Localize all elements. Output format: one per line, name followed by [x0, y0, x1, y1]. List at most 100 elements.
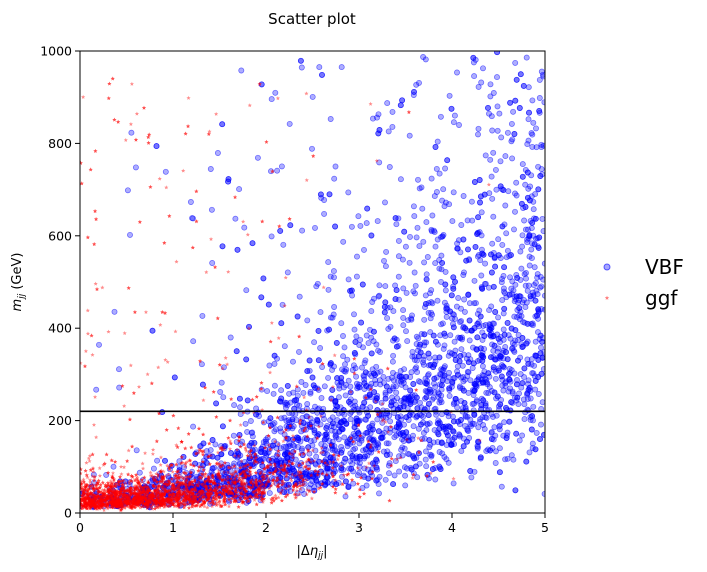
vbf-point — [508, 120, 515, 127]
vbf-point — [428, 226, 435, 233]
ggf-point — [84, 460, 89, 465]
vbf-point — [519, 243, 526, 250]
vbf-point — [370, 328, 377, 335]
vbf-point — [351, 311, 357, 318]
vbf-point — [460, 193, 467, 199]
vbf-point — [111, 308, 118, 315]
vbf-point — [532, 191, 539, 198]
vbf-point — [530, 370, 537, 377]
vbf-point — [334, 403, 341, 410]
vbf-point — [306, 357, 313, 364]
vbf-point — [502, 202, 509, 209]
vbf-point — [354, 253, 360, 260]
vbf-point — [426, 420, 433, 427]
vbf-point — [537, 173, 544, 179]
ggf-point — [134, 111, 140, 116]
vbf-point — [476, 307, 483, 314]
vbf-point — [503, 230, 510, 237]
vbf-point — [454, 363, 461, 370]
vbf-point — [522, 226, 529, 233]
vbf-point — [415, 176, 421, 183]
vbf-point — [401, 464, 408, 471]
vbf-point — [436, 265, 443, 272]
vbf-point — [281, 343, 288, 350]
vbf-point — [504, 356, 511, 363]
vbf-point — [437, 113, 444, 120]
vbf-point — [535, 186, 542, 193]
vbf-point — [381, 303, 388, 310]
vbf-point — [440, 186, 447, 193]
vbf-point — [310, 382, 317, 389]
vbf-point — [512, 208, 518, 215]
vbf-point — [268, 233, 275, 240]
ggf-point — [85, 331, 91, 336]
vbf-point — [507, 335, 514, 342]
vbf-point — [342, 392, 349, 399]
vbf-point — [494, 103, 501, 110]
vbf-point — [413, 234, 420, 241]
vbf-point — [335, 394, 342, 401]
ggf-point — [174, 259, 179, 264]
vbf-point — [536, 107, 543, 114]
vbf-point — [400, 285, 407, 292]
vbf-point — [355, 213, 362, 220]
vbf-point — [491, 424, 498, 431]
vbf-point — [533, 144, 540, 151]
vbf-point — [397, 404, 404, 411]
vbf-point — [529, 143, 536, 150]
vbf-point — [525, 185, 532, 192]
vbf-point — [440, 345, 447, 352]
vbf-point — [509, 155, 516, 162]
vbf-point — [421, 331, 428, 338]
vbf-point — [500, 363, 507, 370]
vbf-point — [365, 475, 372, 482]
vbf-point — [116, 366, 122, 373]
vbf-point — [238, 67, 245, 74]
vbf-point — [187, 199, 194, 205]
vbf-point — [541, 349, 545, 355]
vbf-point — [422, 448, 429, 455]
vbf-point — [521, 365, 528, 372]
vbf-point — [450, 428, 457, 435]
vbf-point — [280, 241, 287, 248]
vbf-point — [490, 283, 497, 290]
vbf-point — [479, 379, 486, 386]
vbf-point — [501, 305, 508, 312]
vbf-point — [387, 418, 394, 425]
vbf-point — [385, 128, 392, 135]
vbf-point — [435, 389, 442, 396]
vbf-point — [381, 257, 387, 264]
vbf-point — [437, 397, 444, 403]
vbf-point — [317, 191, 324, 198]
vbf-point — [344, 356, 351, 363]
vbf-point — [530, 206, 537, 213]
vbf-point — [352, 338, 359, 345]
vbf-point — [363, 220, 370, 227]
vbf-point — [489, 195, 496, 202]
ggf-point — [276, 495, 281, 500]
vbf-point — [325, 374, 332, 381]
ggf-point — [143, 309, 149, 314]
vbf-point — [431, 193, 438, 200]
vbf-point — [278, 163, 285, 170]
vbf-point — [356, 453, 363, 460]
vbf-point — [400, 307, 407, 314]
vbf-point — [479, 285, 486, 292]
vbf-point — [341, 434, 348, 441]
vbf-point — [304, 317, 311, 324]
vbf-point — [537, 436, 543, 443]
vbf-point — [432, 476, 439, 483]
vbf-point — [525, 377, 532, 384]
vbf-point — [391, 335, 398, 342]
vbf-point — [426, 386, 433, 393]
ggf-point — [238, 422, 243, 427]
vbf-point — [480, 422, 487, 428]
vbf-point — [532, 297, 539, 304]
vbf-point — [487, 93, 494, 100]
vbf-point — [532, 280, 539, 286]
vbf-point — [329, 420, 336, 427]
vbf-point — [517, 248, 524, 255]
vbf-point — [525, 116, 532, 123]
vbf-point — [340, 238, 347, 245]
